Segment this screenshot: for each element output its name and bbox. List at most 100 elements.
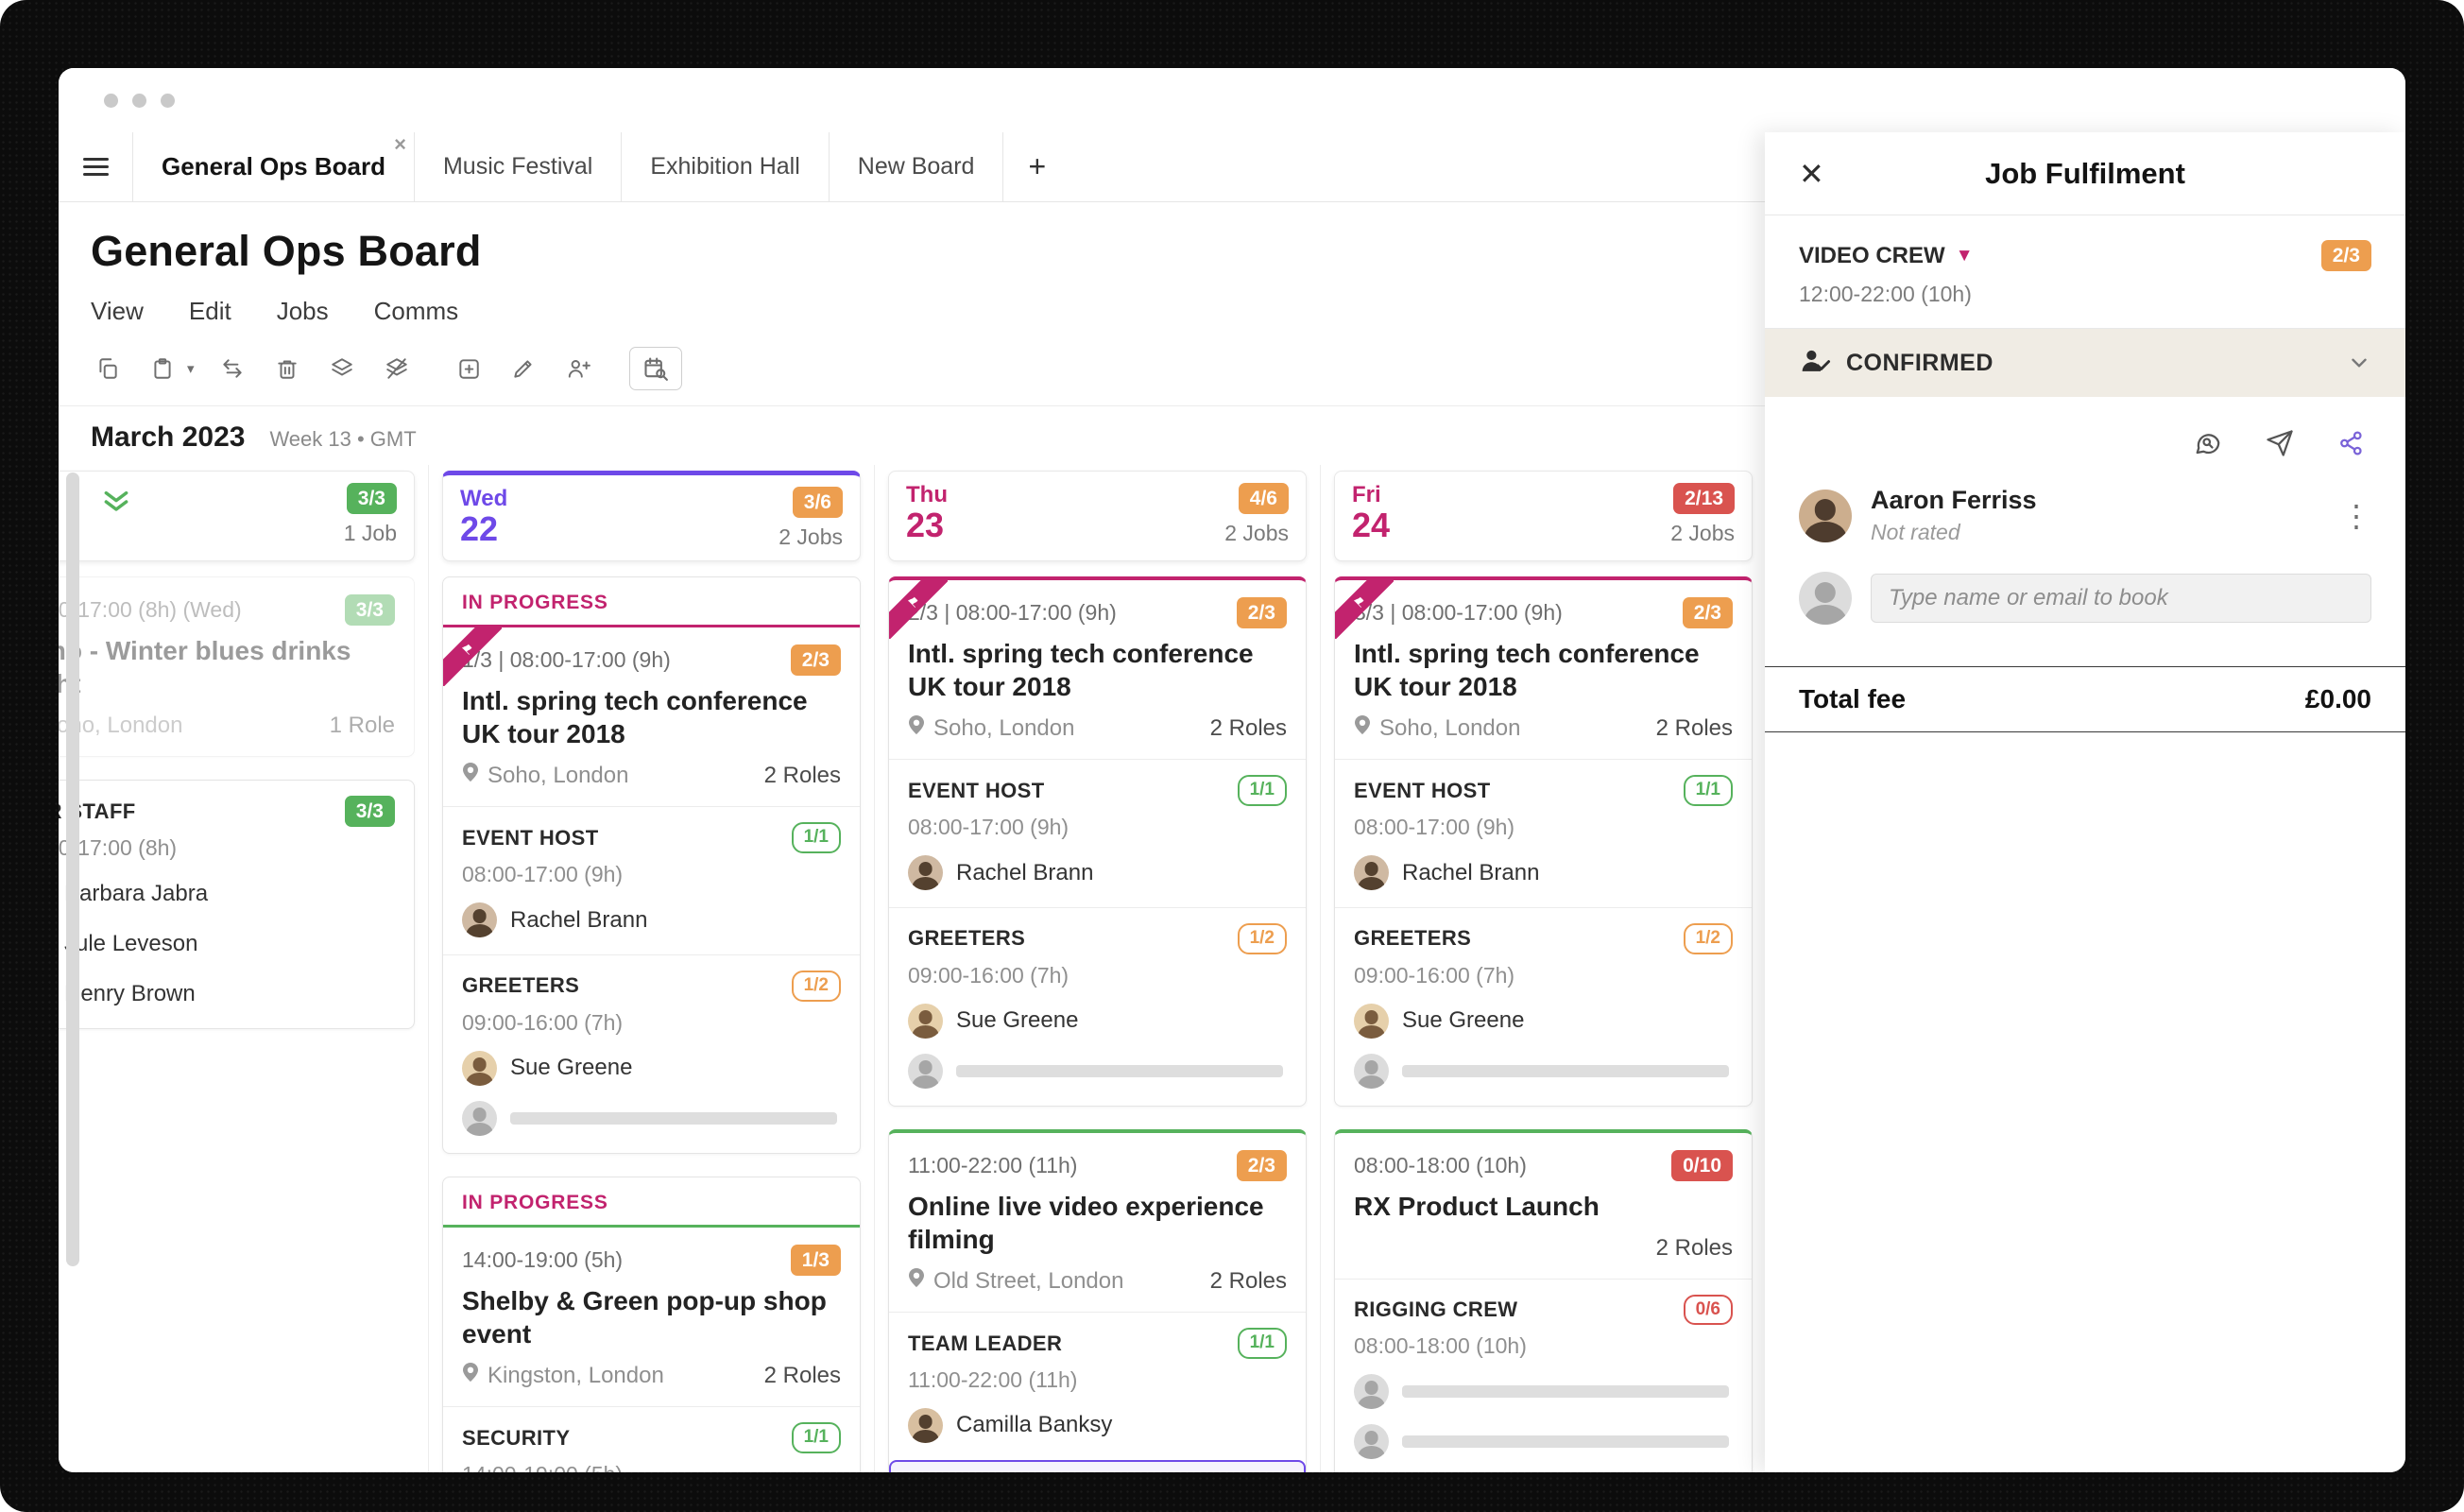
empty-avatar bbox=[1354, 1374, 1389, 1410]
trash-icon[interactable] bbox=[270, 352, 304, 386]
calendar-search-icon[interactable] bbox=[628, 347, 682, 390]
reassign-icon[interactable] bbox=[215, 352, 249, 386]
add-box-icon[interactable] bbox=[452, 352, 486, 386]
role-section[interactable]: GREETERS 1/2 09:00-16:00 (7h) Sue Greene bbox=[889, 907, 1306, 1106]
menu-comms[interactable]: Comms bbox=[373, 297, 459, 325]
empty-slot[interactable] bbox=[1354, 1424, 1733, 1460]
avatar bbox=[908, 855, 943, 891]
role-card[interactable]: BAR STAFF 3/3 09:00-17:00 (8h) Barbara J… bbox=[59, 780, 415, 1030]
empty-slot[interactable] bbox=[1354, 1374, 1733, 1410]
chat-search-icon[interactable] bbox=[2194, 429, 2222, 457]
book-person-input[interactable] bbox=[1871, 574, 2371, 623]
copy-icon[interactable] bbox=[91, 352, 125, 386]
role-section[interactable]: RIGGING CREW 0/6 08:00-18:00 (10h) bbox=[1335, 1278, 1752, 1472]
chevron-down-icon: ▼ bbox=[1955, 245, 1974, 266]
person-row[interactable]: Rachel Brann bbox=[908, 855, 1287, 891]
empty-avatar bbox=[908, 1053, 943, 1089]
job-card[interactable]: ⚑ 3/3 | 08:00-17:00 (9h) 2/3 Intl. sprin… bbox=[1334, 576, 1753, 1107]
empty-slot[interactable] bbox=[1354, 1053, 1733, 1089]
role-section[interactable]: EVENT HOST 1/1 08:00-17:00 (9h) Rachel B… bbox=[443, 806, 860, 954]
job-card[interactable]: IN PROGRESS 14:00-19:00 (5h) 1/3 Shelby … bbox=[442, 1176, 861, 1472]
send-icon[interactable] bbox=[2266, 429, 2294, 457]
job-fulfilment-badge: 1/3 bbox=[790, 1244, 841, 1276]
job-roles-count: 2 Roles bbox=[1209, 714, 1287, 741]
month-label: March 2023 bbox=[91, 421, 246, 453]
role-time: 14:00-19:00 (5h) bbox=[462, 1462, 841, 1472]
window-dot[interactable] bbox=[132, 93, 146, 108]
person-row[interactable]: Henry Brown bbox=[59, 976, 395, 1011]
column-header-fri[interactable]: Fri 24 2/13 2 Jobs bbox=[1334, 471, 1753, 561]
job-card[interactable]: 11:00-22:00 (11h) 2/3 Online live video … bbox=[888, 1128, 1307, 1472]
tab-new-board[interactable]: New Board bbox=[828, 132, 1003, 201]
person-row[interactable]: Sue Greene bbox=[462, 1050, 841, 1086]
day-fulfilment-badge: 4/6 bbox=[1238, 483, 1289, 514]
person-row[interactable]: Rachel Brann bbox=[462, 902, 841, 938]
day-jobs-count: 2 Jobs bbox=[779, 524, 843, 549]
column-header-thu[interactable]: Thu 23 4/6 2 Jobs bbox=[888, 471, 1307, 561]
job-card[interactable]: 08:00-18:00 (10h) 0/10 RX Product Launch… bbox=[1334, 1128, 1753, 1472]
person-row[interactable]: Rachel Brann bbox=[1354, 855, 1733, 891]
confirmed-group-header[interactable]: CONFIRMED bbox=[1765, 329, 2405, 397]
person-row[interactable]: Camilla Banksy bbox=[908, 1407, 1287, 1443]
column-header-wed[interactable]: Wed 22 3/6 2 Jobs bbox=[442, 471, 861, 561]
role-section[interactable]: GREETERS 1/2 09:00-16:00 (7h) Sue Greene bbox=[1335, 907, 1752, 1106]
empty-slot-bar bbox=[956, 1064, 1283, 1077]
job-title: Intl. spring tech conference UK tour 201… bbox=[1354, 639, 1700, 701]
role-section[interactable]: SECURITY 1/1 14:00-19:00 (5h) Christain … bbox=[443, 1406, 860, 1472]
job-title: Intl. spring tech conference UK tour 201… bbox=[908, 639, 1254, 701]
layers-icon[interactable] bbox=[325, 352, 359, 386]
booked-person-row[interactable]: Aaron Ferriss Not rated ⋮ bbox=[1765, 469, 2405, 562]
avatar bbox=[1354, 1003, 1389, 1039]
job-location: Soho, London bbox=[1379, 714, 1521, 741]
day-fulfilment-badge: 3/6 bbox=[792, 487, 843, 518]
day-fulfilment-badge: 2/13 bbox=[1673, 483, 1735, 514]
role-time: 09:00-16:00 (7h) bbox=[908, 962, 1069, 988]
paste-dropdown-icon[interactable]: ▾ bbox=[187, 361, 195, 377]
person-add-icon[interactable] bbox=[561, 352, 595, 386]
empty-slot-bar bbox=[1402, 1064, 1729, 1077]
menu-view[interactable]: View bbox=[91, 297, 144, 325]
hamburger-menu-icon[interactable] bbox=[59, 132, 132, 201]
tab-close-icon[interactable]: × bbox=[394, 132, 406, 156]
role-name: GREETERS bbox=[908, 926, 1026, 951]
role-section[interactable]: EVENT HOST 1/1 08:00-17:00 (9h) Rachel B… bbox=[1335, 759, 1752, 907]
date-header: March 2023 Week 13 • GMT bbox=[59, 406, 1765, 465]
role-section[interactable]: TEAM LEADER 1/1 11:00-22:00 (11h) Camill… bbox=[889, 1312, 1306, 1460]
job-location: Soho, London bbox=[933, 714, 1075, 741]
empty-slot[interactable] bbox=[908, 1053, 1287, 1089]
edit-icon[interactable] bbox=[506, 352, 540, 386]
role-selector[interactable]: VIDEO CREW ▼ bbox=[1799, 243, 1974, 269]
window-dot[interactable] bbox=[161, 93, 175, 108]
tab-music-festival[interactable]: Music Festival bbox=[413, 132, 621, 201]
job-card[interactable]: 09:00-17:00 (8h) (Wed) 3/3 Soho - Winter… bbox=[59, 576, 415, 758]
window-dot[interactable] bbox=[104, 93, 118, 108]
person-row[interactable]: Sue Greene bbox=[1354, 1003, 1733, 1039]
kebab-menu-icon[interactable]: ⋮ bbox=[2341, 498, 2371, 533]
column-header-tue[interactable]: 3/3 1 Job bbox=[59, 471, 415, 561]
paste-icon[interactable] bbox=[145, 352, 180, 386]
collapse-chevrons-icon[interactable] bbox=[101, 489, 131, 520]
role-section[interactable]: EVENT HOST 1/1 08:00-17:00 (9h) Rachel B… bbox=[889, 759, 1306, 907]
close-icon[interactable]: ✕ bbox=[1799, 156, 1824, 191]
person-row[interactable]: Jule Leveson bbox=[59, 926, 395, 961]
collapsed-column-handle[interactable] bbox=[66, 472, 79, 1266]
add-tab-button[interactable]: + bbox=[1002, 132, 1070, 201]
layers-off-icon[interactable] bbox=[380, 352, 414, 386]
tab-exhibition-hall[interactable]: Exhibition Hall bbox=[621, 132, 828, 201]
panel-header: ✕ Job Fulfilment bbox=[1765, 132, 2405, 215]
window-chrome bbox=[59, 68, 2405, 132]
tab-general-ops-board[interactable]: General Ops Board × bbox=[132, 132, 414, 201]
job-card[interactable]: IN PROGRESS ⚑ 1/3 | 08:00-17:00 (9h) 2/3… bbox=[442, 576, 861, 1154]
menu-jobs[interactable]: Jobs bbox=[276, 297, 329, 325]
role-section[interactable]: GREETERS 1/2 09:00-16:00 (7h) Sue Greene bbox=[443, 954, 860, 1153]
role-time: 12:00-22:00 (10h) bbox=[1799, 282, 1972, 306]
job-status-line bbox=[443, 625, 860, 627]
role-section-selected[interactable]: VIDEO CREW 1/2 12:00-22:00 (10h) Aaron F… bbox=[889, 1459, 1306, 1472]
empty-slot[interactable] bbox=[462, 1100, 841, 1136]
person-row[interactable]: Barbara Jabra bbox=[59, 876, 395, 911]
person-row[interactable]: Sue Greene bbox=[908, 1003, 1287, 1039]
chevron-down-icon[interactable] bbox=[2347, 351, 2371, 375]
menu-edit[interactable]: Edit bbox=[188, 297, 231, 325]
job-card[interactable]: ⚑ 2/3 | 08:00-17:00 (9h) 2/3 Intl. sprin… bbox=[888, 576, 1307, 1107]
share-icon[interactable] bbox=[2337, 429, 2366, 457]
